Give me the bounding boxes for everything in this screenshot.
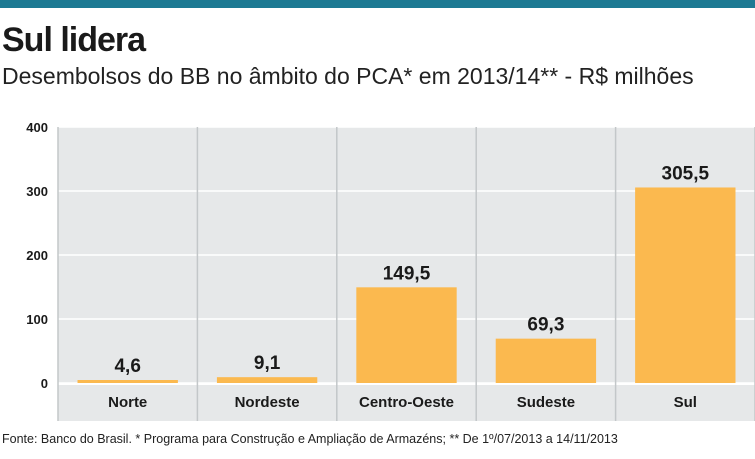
bar-norte: [77, 380, 178, 383]
y-tick-label: 400: [26, 120, 48, 135]
y-tick-label: 100: [26, 312, 48, 327]
y-tick-label: 0: [41, 376, 48, 391]
y-tick-label: 200: [26, 248, 48, 263]
data-label: 305,5: [662, 163, 710, 184]
data-label: 69,3: [527, 315, 564, 336]
chart-subtitle: Desembolsos do BB no âmbito do PCA* em 2…: [2, 63, 694, 89]
top-accent-rule: [0, 0, 755, 8]
category-label: Centro-Oeste: [359, 394, 454, 411]
source-note: Fonte: Banco do Brasil. * Programa para …: [2, 432, 618, 446]
y-tick-label: 300: [26, 184, 48, 199]
category-label: Nordeste: [235, 394, 300, 411]
bar-chart: 0 100 200 300 400 4,6 Norte 9,1 Nordeste 149,5 Cen…: [26, 120, 755, 421]
data-label: 9,1: [254, 353, 281, 374]
chart-title: Sul lidera: [2, 21, 146, 59]
category-label: Sudeste: [517, 394, 575, 411]
bar-nordeste: [216, 377, 318, 383]
category-label: Norte: [108, 394, 147, 411]
bar-sul: [635, 187, 736, 383]
data-label: 149,5: [383, 263, 431, 284]
bar-sudeste: [495, 338, 597, 383]
bar-centro-oeste: [356, 287, 457, 383]
data-label: 4,6: [114, 356, 140, 377]
category-label: Sul: [674, 394, 697, 411]
